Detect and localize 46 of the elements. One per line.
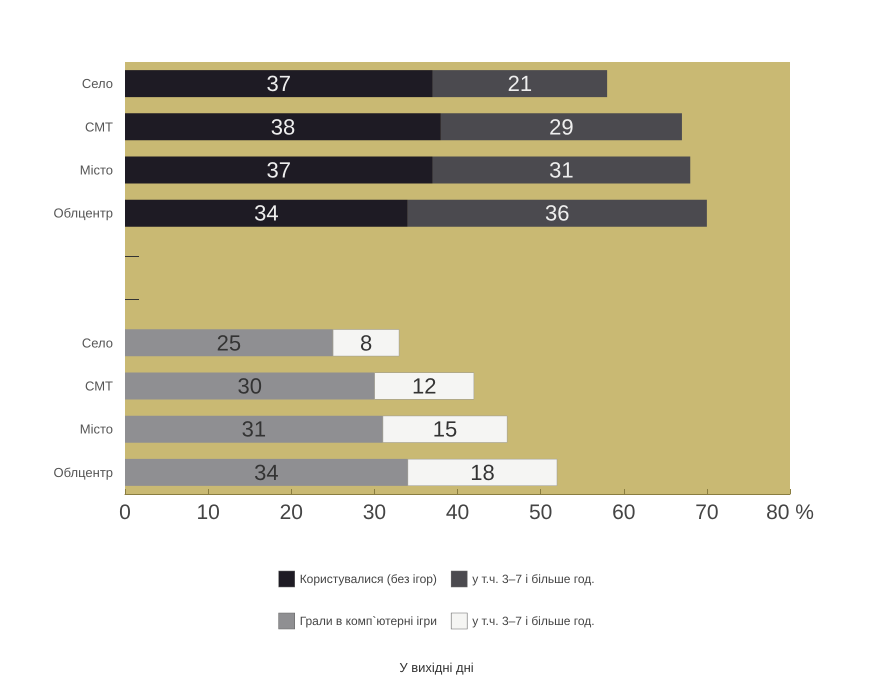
y-tick-label: Облцентр: [54, 464, 113, 480]
bar: [408, 200, 707, 227]
text: У вихідні дні: [399, 660, 474, 675]
y-tick-label: СМТ: [84, 119, 114, 134]
bar: [432, 156, 690, 184]
legend-label: у т.ч. 3–7 і більше год.: [472, 572, 595, 586]
legend-label: у т.ч. 3–7 і більше год.: [472, 614, 595, 628]
data-label: 8: [360, 330, 372, 356]
data-label: 31: [549, 158, 574, 182]
x-tick-label: 20: [280, 501, 303, 524]
y-tick-label: Село: [82, 76, 113, 92]
data-label: 34: [254, 200, 279, 226]
x-tick-label: 30: [362, 501, 386, 524]
data-label: 30: [237, 374, 262, 398]
data-label: 12: [412, 374, 436, 398]
y-tick-label: Місто: [80, 422, 113, 437]
data-label: 36: [545, 200, 570, 226]
y-tick-label: Місто: [80, 162, 113, 178]
data-label: 37: [266, 158, 292, 182]
legend-label: Користувалися (без ігор): [300, 572, 437, 586]
x-tick-label: 80 %: [766, 501, 814, 524]
x-tick-label: 70: [695, 501, 719, 524]
x-tick-label: 0: [119, 501, 131, 524]
data-label: 34: [254, 460, 279, 485]
x-tick-label: 10: [196, 501, 220, 524]
x-tick-label: 60: [612, 501, 636, 524]
y-tick-label: Село: [82, 335, 113, 350]
bar: [125, 113, 441, 140]
y-tick-label: СМТ: [84, 378, 114, 394]
data-label: 31: [242, 416, 266, 442]
data-label: 15: [432, 416, 458, 442]
bar: [125, 200, 408, 227]
data-label: 37: [266, 71, 292, 96]
data-label: 25: [216, 330, 242, 356]
legend-label: Грали в комп`ютерні ігри: [300, 614, 437, 628]
bar: [432, 70, 608, 98]
x-tick-label: 40: [446, 501, 470, 524]
y-tick-label: Облцентр: [54, 206, 113, 221]
data-label: 29: [549, 114, 574, 140]
bar: [440, 113, 682, 140]
bar: [125, 156, 433, 184]
data-label: 21: [508, 71, 532, 96]
data-label: 18: [470, 460, 495, 485]
data-label: 38: [270, 114, 296, 140]
x-tick-label: 50: [528, 501, 552, 524]
bar: [125, 70, 433, 98]
